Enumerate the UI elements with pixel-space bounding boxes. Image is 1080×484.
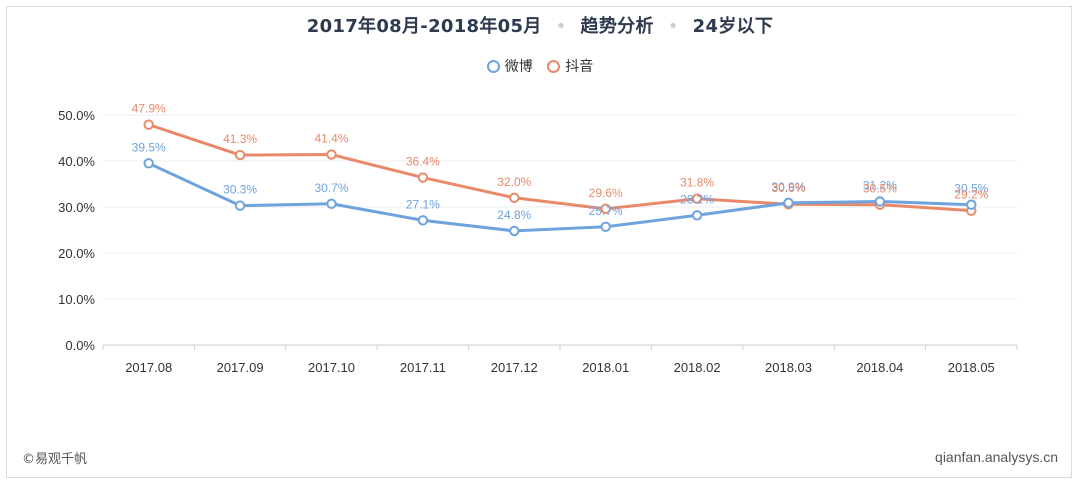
y-tick-label: 50.0% [58,108,95,123]
chart-legend: 微博 抖音 [0,56,1080,77]
data-label: 29.2% [954,188,988,202]
series-line-1 [147,123,973,213]
y-tick-label: 10.0% [58,292,95,307]
header-separator-1: • [555,16,567,37]
data-label: 36.4% [406,155,440,169]
y-tick-label: 0.0% [65,338,95,353]
header-period: 2017年08月-2018年05月 [306,16,542,37]
data-point [326,149,337,160]
data-point [874,196,886,207]
legend-item-douyin[interactable]: 抖音 [547,56,593,76]
x-tick-label: 2018.05 [948,360,995,375]
data-label: 30.5% [863,182,897,196]
chart-header: 2017年08月-2018年05月 • 趋势分析 • 24岁以下 [0,12,1080,38]
chart-frame [6,6,1072,478]
x-tick-label: 2017.08 [125,360,172,375]
data-point [691,193,703,204]
header-analysis: 趋势分析 [580,16,654,37]
data-point [966,199,977,210]
site-url: qianfan.analysys.cn [935,449,1058,465]
data-label: 39.5% [132,140,166,154]
x-tick-label: 2018.04 [856,360,903,375]
data-label: 30.7% [314,181,348,195]
data-point [234,200,246,211]
legend-label-weibo: 微博 [504,59,533,75]
x-tick-label: 2017.10 [308,360,355,375]
data-label: 32.0% [497,175,531,189]
data-point [143,119,154,130]
data-point [143,158,154,169]
data-label: 30.3% [223,183,257,197]
data-label: 41.3% [223,132,257,146]
series-line-0 [147,161,973,233]
data-label: 41.4% [314,132,348,146]
x-tick-label: 2018.03 [765,360,812,375]
data-label: 25.7% [589,204,623,218]
legend-label-douyin: 抖音 [565,59,594,75]
data-point [417,215,429,226]
data-label: 31.2% [863,178,897,192]
data-label: 27.1% [406,197,440,211]
data-label: 30.9% [771,180,805,194]
x-tick-label: 2018.01 [582,360,629,375]
legend-marker-icon [486,59,500,73]
data-point [600,203,611,215]
header-separator-2: • [667,16,679,37]
copyright-text: ©易观千帆 [22,452,88,467]
data-label: 28.2% [680,192,714,206]
data-point [509,192,520,204]
data-label: 31.8% [680,176,714,190]
data-point [600,221,611,232]
data-point [417,172,429,183]
header-segment: 24岁以下 [692,16,774,37]
y-tick-label: 20.0% [58,246,95,261]
data-point [509,225,520,237]
y-tick-label: 30.0% [58,200,95,215]
legend-marker-icon [547,59,561,73]
data-point [691,210,703,221]
data-label: 47.9% [132,102,166,116]
data-point [234,149,246,161]
data-label: 29.6% [589,186,623,200]
data-label: 30.6% [771,181,805,195]
data-point [326,198,337,209]
data-label: 24.8% [497,208,531,222]
legend-item-weibo[interactable]: 微博 [486,56,533,76]
x-tick-label: 2017.11 [400,360,446,375]
x-tick-label: 2018.02 [674,360,721,375]
data-label: 30.5% [954,182,988,196]
x-tick-label: 2017.09 [217,360,264,375]
x-tick-label: 2017.12 [491,360,538,375]
y-tick-label: 40.0% [58,154,95,169]
data-point [783,197,794,209]
